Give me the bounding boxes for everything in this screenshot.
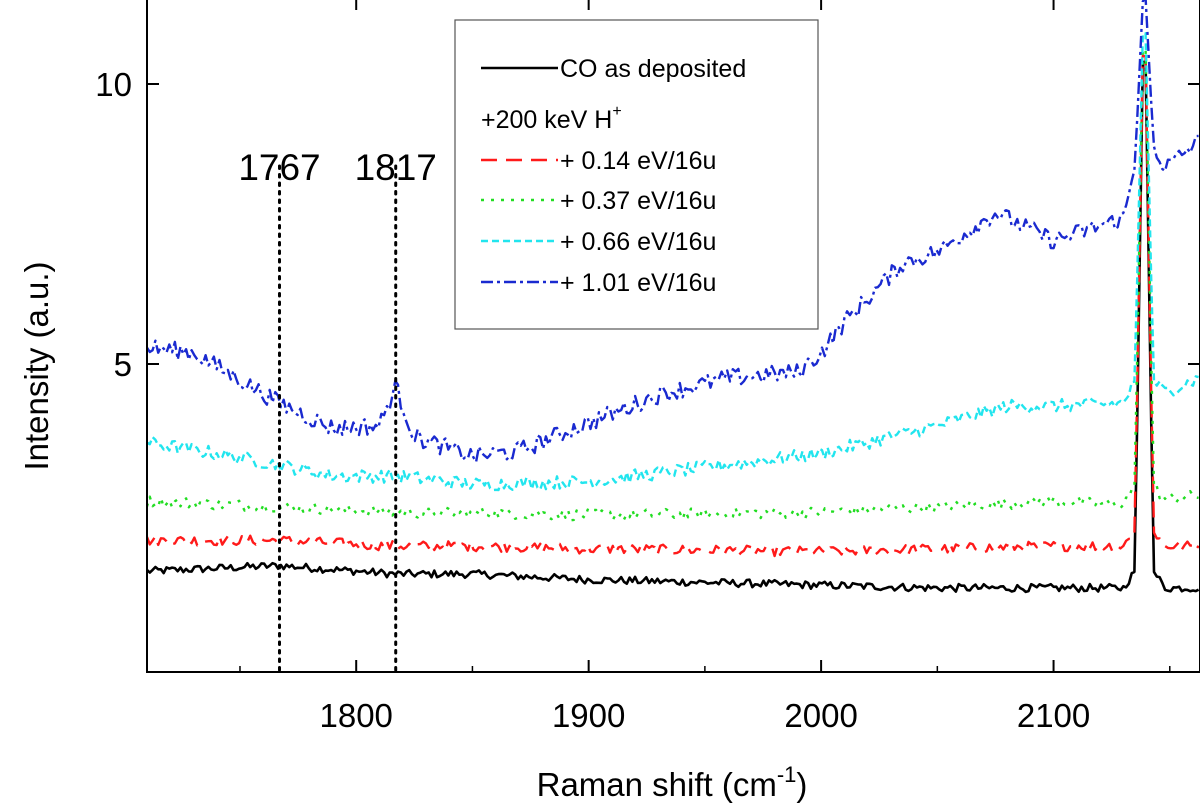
y-tick-label-5: 5: [114, 346, 132, 383]
legend-label-4: + 0.66 eV/16u: [560, 228, 716, 256]
series-line-1: [147, 60, 1200, 594]
x-tick-label-2000: 2000: [784, 697, 857, 734]
legend: CO as deposited + 0.14 eV/16u + 0.37 eV/16…: [454, 19, 819, 330]
legend-header: +200 keV H+: [481, 103, 622, 134]
legend-label-1: CO as deposited: [560, 55, 746, 83]
x-tick-label-1900: 1900: [552, 697, 625, 734]
plot-area-frame: [146, 0, 1200, 673]
x-tick-label-1800: 1800: [319, 697, 392, 734]
x-axis-label: Raman shift (cm-1): [537, 762, 808, 803]
annotation-label-1817: 1817: [355, 147, 437, 188]
series-line-3: [147, 48, 1199, 522]
legend-box: [454, 19, 819, 330]
legend-label-3: + 0.37 eV/16u: [560, 187, 716, 215]
legend-label-2: + 0.14 eV/16u: [560, 147, 716, 175]
y-tick-label-10: 10: [95, 66, 132, 103]
annotation-label-1767: 1767: [238, 147, 320, 188]
series-line-5: [147, 0, 1199, 464]
x-tick-label-2100: 2100: [1017, 697, 1090, 734]
legend-label-5: + 1.01 eV/16u: [560, 269, 716, 297]
series-line-2: [147, 54, 1200, 558]
y-axis-label: Intensity (a.u.): [18, 261, 55, 470]
series-line-4: [147, 32, 1199, 492]
